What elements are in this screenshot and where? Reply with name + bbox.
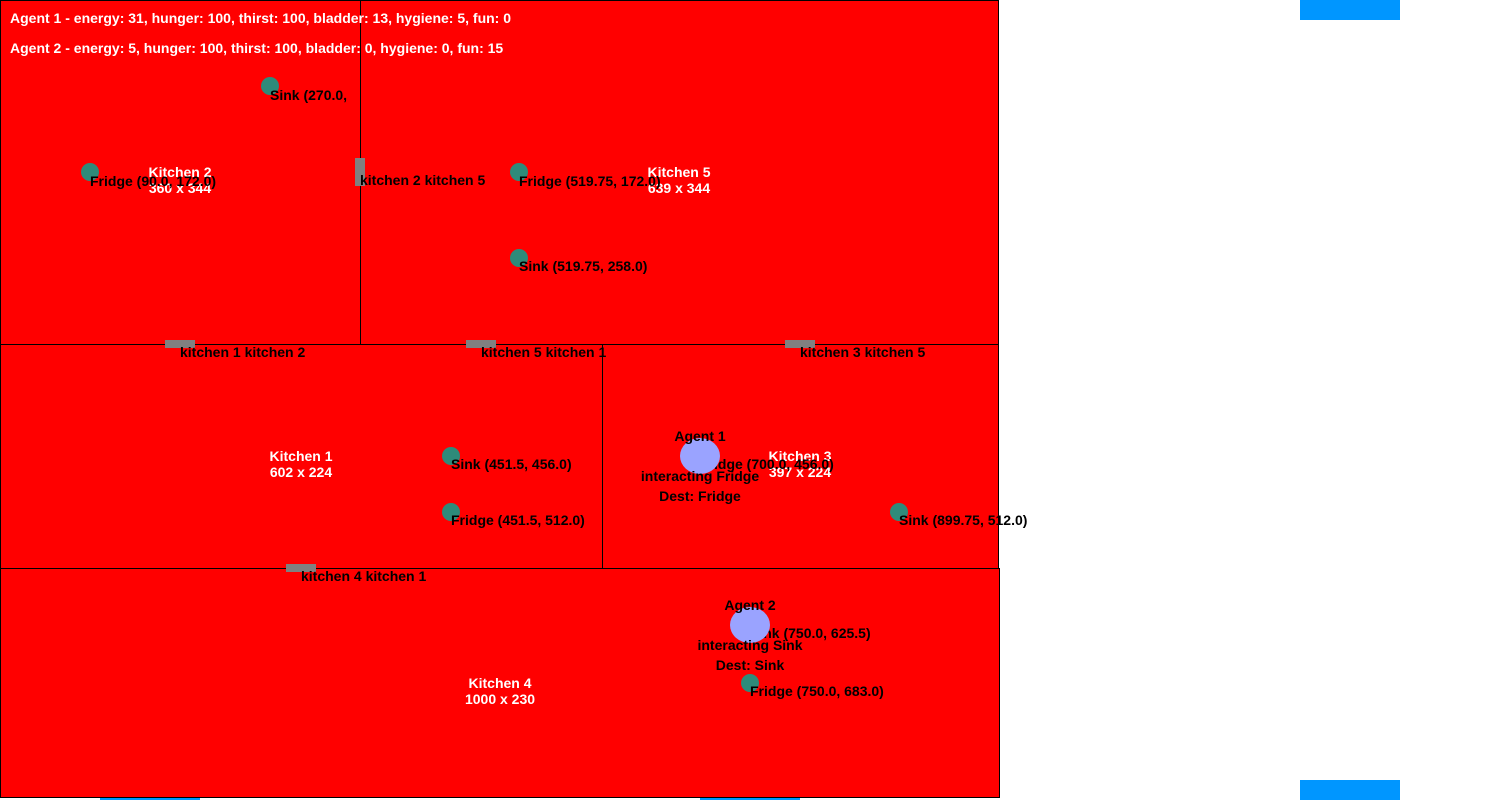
- object-label: Sink (750.0, 625.5): [750, 625, 871, 641]
- room-size: 360 x 344: [148, 180, 212, 196]
- room-kitchen-5: [360, 0, 999, 345]
- fridge-icon[interactable]: [741, 674, 759, 692]
- door-marker: [286, 564, 316, 572]
- room-size: 1000 x 230: [464, 691, 536, 707]
- agent-2-avatar[interactable]: [730, 607, 770, 643]
- room-label-kitchen-5: Kitchen 5 639 x 344: [647, 164, 710, 196]
- room-kitchen-1: [0, 344, 603, 569]
- door-label: kitchen 2 kitchen 5: [360, 172, 486, 188]
- room-size: 639 x 344: [647, 180, 711, 196]
- agent-2-status-text: Agent 2 - energy: 5, hunger: 100, thirst…: [10, 40, 504, 56]
- door-marker: [355, 158, 365, 186]
- object-label: Fridge (750.0, 683.0): [750, 683, 884, 699]
- sink-icon[interactable]: [510, 249, 528, 267]
- room-size: 397 x 224: [768, 464, 832, 480]
- object-label: Fridge (700.0, 456.0): [700, 456, 834, 472]
- sink-icon[interactable]: [261, 77, 279, 95]
- door-marker: [165, 340, 195, 348]
- room-name: Kitchen 2: [148, 164, 212, 180]
- room-name: Kitchen 3: [768, 448, 832, 464]
- room-kitchen-4: [0, 568, 1000, 798]
- door-label: kitchen 5 kitchen 1: [481, 344, 607, 360]
- agent-1-name: Agent 1: [674, 428, 726, 444]
- object-label: Sink (451.5, 456.0): [451, 456, 572, 472]
- agent-2-name: Agent 2: [724, 597, 776, 613]
- room-label-kitchen-1: Kitchen 1 602 x 224: [269, 448, 332, 480]
- fridge-icon[interactable]: [81, 163, 99, 181]
- agent-1-dest: Dest: Fridge: [659, 488, 741, 504]
- object-label: Fridge (451.5, 512.0): [451, 512, 585, 528]
- object-label: Fridge (519.75, 172.0): [519, 173, 661, 189]
- door-marker: [785, 340, 815, 348]
- room-name: Kitchen 4: [468, 675, 532, 691]
- door-label: kitchen 4 kitchen 1: [301, 568, 427, 584]
- room-label-kitchen-4: Kitchen 4 1000 x 230: [465, 675, 535, 707]
- door-marker: [466, 340, 496, 348]
- door-label: kitchen 3 kitchen 5: [800, 344, 926, 360]
- agent-2-dest: Dest: Sink: [715, 657, 785, 673]
- agent-2-state: interacting Sink: [697, 637, 803, 653]
- agent-1-status-text: Agent 1 - energy: 31, hunger: 100, thirs…: [10, 10, 512, 26]
- room-name: Kitchen 1: [269, 448, 333, 464]
- room-label-kitchen-2: Kitchen 2 360 x 344: [148, 164, 211, 196]
- room-label-kitchen-3: Kitchen 3 397 x 224: [768, 448, 831, 480]
- fridge-icon[interactable]: [442, 503, 460, 521]
- door-label: kitchen 1 kitchen 2: [180, 344, 306, 360]
- object-label: Sink (899.75, 512.0): [899, 512, 1028, 528]
- sink-icon[interactable]: [442, 447, 460, 465]
- object-label: Sink (519.75, 258.0): [519, 258, 648, 274]
- sink-icon[interactable]: [890, 503, 908, 521]
- window-marker: [1300, 0, 1400, 20]
- room-kitchen-2: [0, 0, 361, 345]
- object-label: Sink (270.0,: [270, 87, 348, 103]
- window-marker: [1300, 780, 1400, 800]
- room-size: 602 x 224: [269, 464, 333, 480]
- agent-1-avatar[interactable]: [680, 438, 720, 474]
- object-label: Fridge (90.0, 172.0): [90, 173, 217, 189]
- agent-1-state: interacting Fridge: [640, 468, 760, 484]
- fridge-icon[interactable]: [510, 163, 528, 181]
- room-name: Kitchen 5: [647, 164, 711, 180]
